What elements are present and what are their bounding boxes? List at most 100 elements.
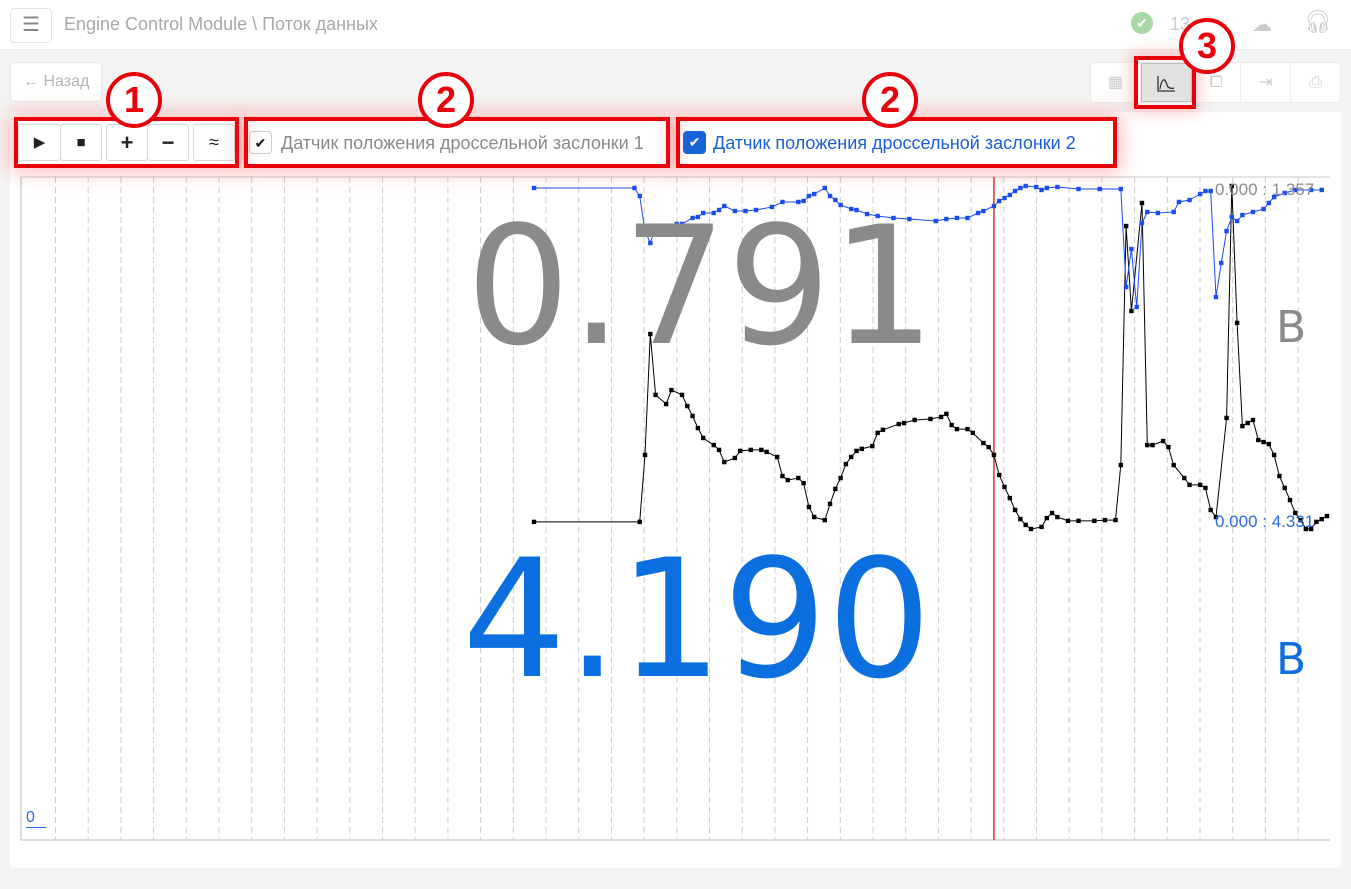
zoom-out-button[interactable]: − (147, 124, 189, 161)
series-1-point (1039, 524, 1044, 530)
series-1-point (642, 452, 648, 458)
series-1-point (653, 392, 658, 398)
series-1-point (843, 461, 849, 467)
sensor-1-range: 0.000 : 1.357 (1215, 180, 1315, 199)
content-panel (10, 112, 1341, 868)
series-1-point (785, 477, 790, 483)
play-button[interactable]: ▶ (18, 124, 61, 161)
menu-button[interactable]: ☰ (10, 8, 52, 43)
sensor-2-unit: В (1276, 634, 1307, 685)
series-1-point (1240, 423, 1245, 429)
series-1-point (938, 414, 944, 420)
series-2-point (997, 198, 1002, 204)
series-2-point (1219, 260, 1224, 266)
series-2-line (534, 185, 1322, 308)
series-1-point (1314, 519, 1319, 525)
series-2-point (864, 211, 870, 217)
series-1-point (870, 443, 875, 449)
series-2-point (1055, 184, 1060, 190)
series-2-point (875, 213, 880, 219)
series-1-point (531, 519, 537, 525)
series-2-point (663, 225, 669, 231)
series-2-point (690, 215, 695, 221)
series-1-point (690, 413, 695, 419)
series-2-point (907, 216, 912, 222)
series-1-point (1018, 516, 1023, 522)
series-2-point (838, 202, 843, 208)
series-2-point (1224, 228, 1229, 234)
stop-button[interactable]: ■ (60, 124, 102, 161)
series-2-point (854, 207, 859, 213)
series-1-point (732, 455, 738, 461)
series-1-point (997, 472, 1002, 478)
series-2-point (1266, 200, 1272, 206)
sensor-2-label[interactable]: Датчик положения дроссельной заслонки 2 (713, 133, 1076, 153)
series-2-point (653, 224, 658, 230)
import-icon[interactable]: ⇥ (1241, 63, 1292, 102)
series-1-point (716, 447, 722, 453)
series-2-point (743, 208, 748, 214)
series-1-point (1266, 441, 1272, 447)
series-1-point (1261, 439, 1266, 445)
series-2-point (1293, 187, 1298, 193)
series-1-point (722, 459, 727, 465)
series-2-point (933, 218, 938, 224)
series-2-point (1097, 186, 1102, 192)
series-1-point (849, 454, 854, 460)
frame-icon[interactable]: ⧠ (1192, 63, 1242, 102)
series-1-point (880, 427, 886, 433)
series-2-point (1261, 206, 1266, 212)
annotation-number-3: 3 (1179, 18, 1235, 74)
grid-icon[interactable]: ▦ (1091, 63, 1141, 102)
series-2-point (1012, 188, 1018, 194)
series-2-point (1308, 187, 1314, 193)
series-2-point (780, 199, 785, 205)
series-1-point (1250, 417, 1256, 423)
series-1-point (1150, 442, 1155, 448)
series-1-point (1234, 320, 1240, 326)
series-1-point (1213, 514, 1219, 520)
series-1-point (1139, 200, 1145, 206)
series-1-point (1092, 518, 1097, 524)
series-2-point (679, 221, 685, 227)
sensor-2-checkbox[interactable]: ✔ (683, 131, 706, 154)
print-icon[interactable]: ⎙ (1309, 74, 1322, 91)
series-1-point (669, 387, 674, 393)
series-1-point (1113, 517, 1118, 523)
series-1-point (1118, 462, 1124, 468)
series-2-point (1023, 183, 1028, 189)
series-2-point (891, 215, 896, 221)
back-button[interactable]: ← Назад (10, 62, 102, 102)
hamburger-icon: ☰ (22, 14, 40, 36)
series-2-point (700, 210, 706, 216)
sensor-1-label[interactable]: Датчик положения дроссельной заслонки 1 (281, 133, 644, 153)
series-1-point (1166, 444, 1171, 450)
axis-origin-label: 0 (26, 809, 46, 828)
series-2-point (1044, 185, 1050, 191)
series-2-point (801, 198, 806, 204)
sensor-1-checkbox[interactable]: ✔ (249, 131, 272, 154)
sensor-1-value: 0.791 (466, 191, 936, 382)
smooth-button[interactable]: ≈ (193, 124, 235, 161)
series-1-point (748, 447, 753, 453)
series-1-point (1271, 452, 1277, 458)
series-1-point (759, 447, 764, 453)
series-2-point (1076, 186, 1081, 192)
series-1-point (1203, 485, 1208, 491)
chart-icon[interactable] (1140, 63, 1192, 102)
series-2-point (827, 193, 833, 199)
sensor-2-value: 4.190 (462, 524, 932, 715)
series-1-point (965, 426, 970, 432)
series-1-point (1171, 462, 1176, 468)
series-1-point (1282, 485, 1287, 491)
series-2-point (1171, 209, 1176, 215)
annotation-number-2b: 2 (862, 72, 918, 128)
headset-icon[interactable]: 🎧︎ (1304, 9, 1332, 34)
series-2-point (1002, 195, 1007, 201)
series-1-point (1308, 526, 1314, 532)
cloud-download-icon[interactable]: ☁ (1252, 14, 1272, 36)
series-1-point (780, 473, 785, 479)
series-1-point (854, 448, 859, 454)
series-1-point (986, 444, 991, 450)
